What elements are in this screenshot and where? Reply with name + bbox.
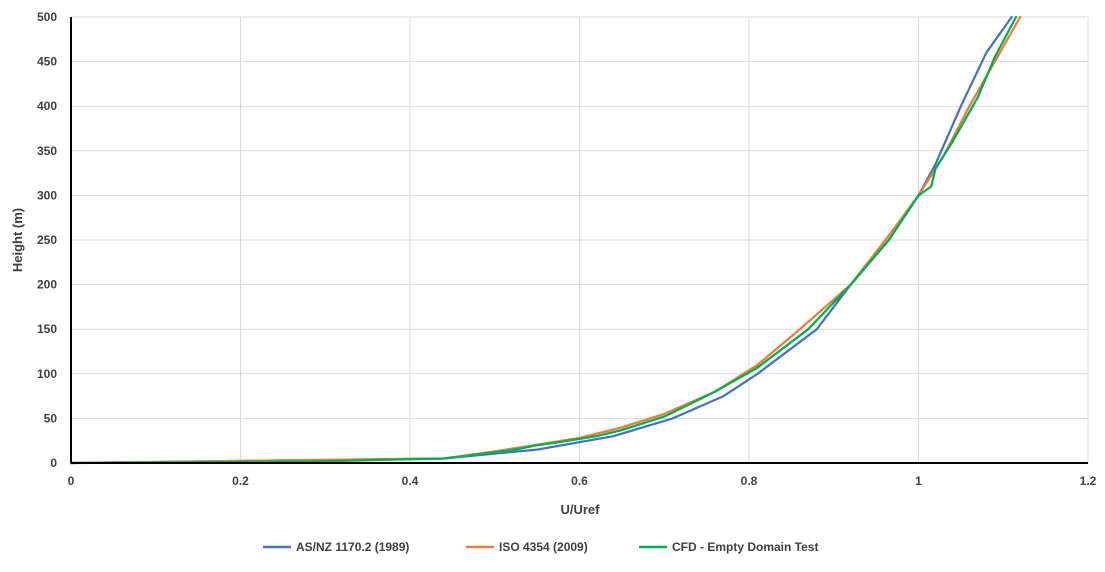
legend-label-2: ISO 4354 (2009) xyxy=(499,540,588,554)
legend-label-3: CFD - Empty Domain Test xyxy=(672,540,818,554)
y-axis-title: Height (m) xyxy=(10,208,25,272)
y-tick-label: 300 xyxy=(37,188,57,202)
y-tick-label: 50 xyxy=(44,411,58,425)
series-line-1 xyxy=(69,15,1013,465)
y-tick-label: 100 xyxy=(37,367,57,381)
axes xyxy=(70,17,1088,464)
y-tick-label: 500 xyxy=(37,10,57,24)
x-tick-label: 0.2 xyxy=(232,474,249,488)
y-tick-label: 200 xyxy=(37,278,57,292)
x-tick-label: 0.4 xyxy=(402,474,419,488)
x-tick-label: 1.2 xyxy=(1080,474,1097,488)
y-tick-label: 250 xyxy=(37,233,57,247)
y-tick-label: 350 xyxy=(37,144,57,158)
x-tick-label: 0.8 xyxy=(741,474,758,488)
y-tick-label: 400 xyxy=(37,99,57,113)
gridlines xyxy=(71,16,1089,463)
y-tick-label: 0 xyxy=(50,456,57,470)
x-tick-label: 0 xyxy=(68,474,75,488)
legend: AS/NZ 1170.2 (1989) ISO 4354 (2009) CFD - … xyxy=(263,540,818,554)
series-lines xyxy=(69,15,1022,465)
tick-labels: 0 50 100 150 200 250 300 350 400 450 500 0 0.2 0.4 0.6… xyxy=(37,10,1097,488)
y-tick-label: 450 xyxy=(37,55,57,69)
x-tick-label: 1 xyxy=(915,474,922,488)
x-tick-label: 0.6 xyxy=(571,474,588,488)
series-line-3 xyxy=(69,15,1018,465)
x-axis-title: U/Uref xyxy=(560,502,600,517)
y-tick-label: 150 xyxy=(37,322,57,336)
legend-label-1: AS/NZ 1170.2 (1989) xyxy=(296,540,409,554)
